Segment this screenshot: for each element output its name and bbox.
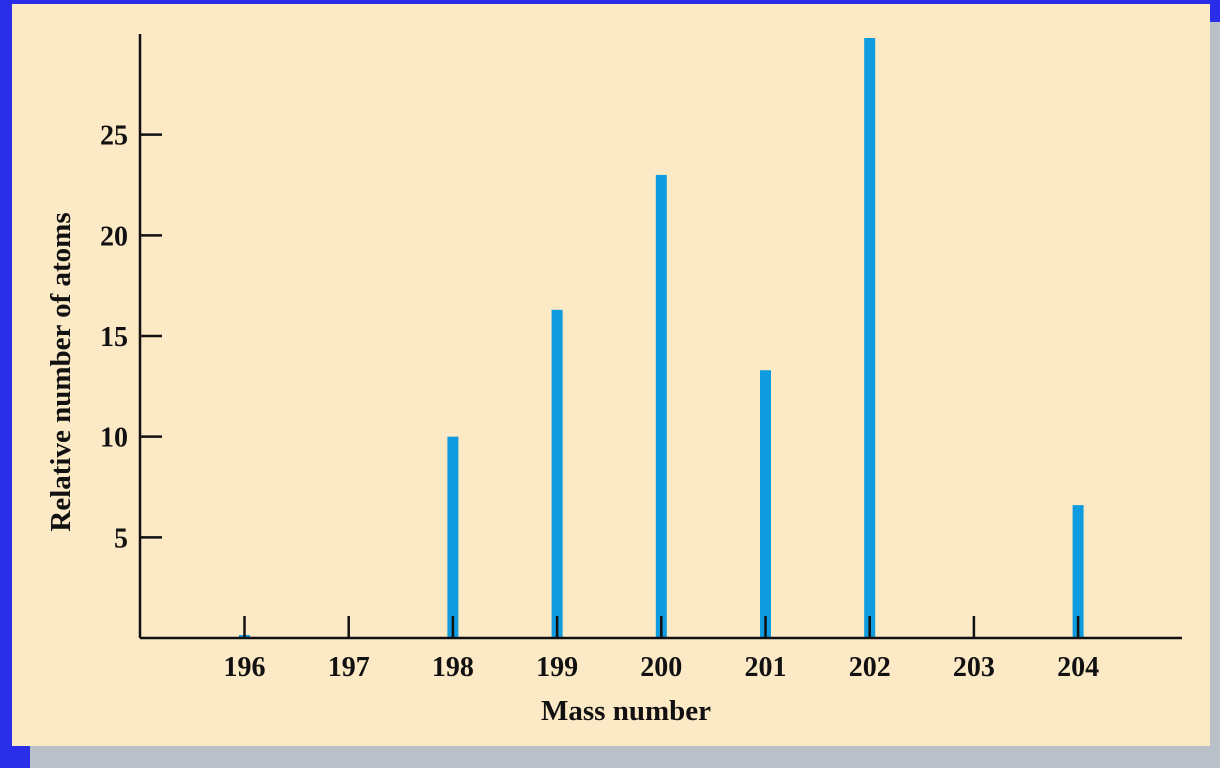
x-tick-label-200: 200 — [640, 652, 682, 683]
bar-200 — [655, 174, 667, 638]
x-tick-label-204: 204 — [1057, 652, 1099, 683]
y-tick-label-5: 5 — [114, 523, 128, 554]
bars-group — [239, 38, 1084, 638]
x-tick-label-201: 201 — [745, 652, 787, 683]
x-ticks-group: 196 197 198 199 200 201 202 203 204 — [224, 616, 1099, 683]
y-ticks-group: 5 10 15 20 25 — [100, 121, 162, 554]
x-tick-label-198: 198 — [432, 652, 474, 683]
y-tick-label-10: 10 — [100, 423, 128, 454]
bar-204 — [1072, 505, 1084, 638]
y-axis-title: Relative number of atoms — [45, 212, 77, 531]
x-tick-label-203: 203 — [953, 652, 995, 683]
bar-199 — [551, 309, 563, 638]
x-tick-label-196: 196 — [224, 652, 266, 683]
y-tick-label-25: 25 — [100, 121, 128, 152]
x-tick-label-202: 202 — [849, 652, 891, 683]
x-axis-title: Mass number — [541, 695, 711, 727]
y-tick-label-20: 20 — [100, 221, 128, 252]
bar-202 — [864, 38, 876, 638]
x-tick-label-197: 197 — [328, 652, 370, 683]
y-tick-label-15: 15 — [100, 322, 128, 353]
bar-201 — [760, 370, 771, 638]
x-tick-label-199: 199 — [536, 652, 578, 683]
chart-panel — [12, 4, 1210, 746]
bar-198 — [447, 436, 459, 638]
